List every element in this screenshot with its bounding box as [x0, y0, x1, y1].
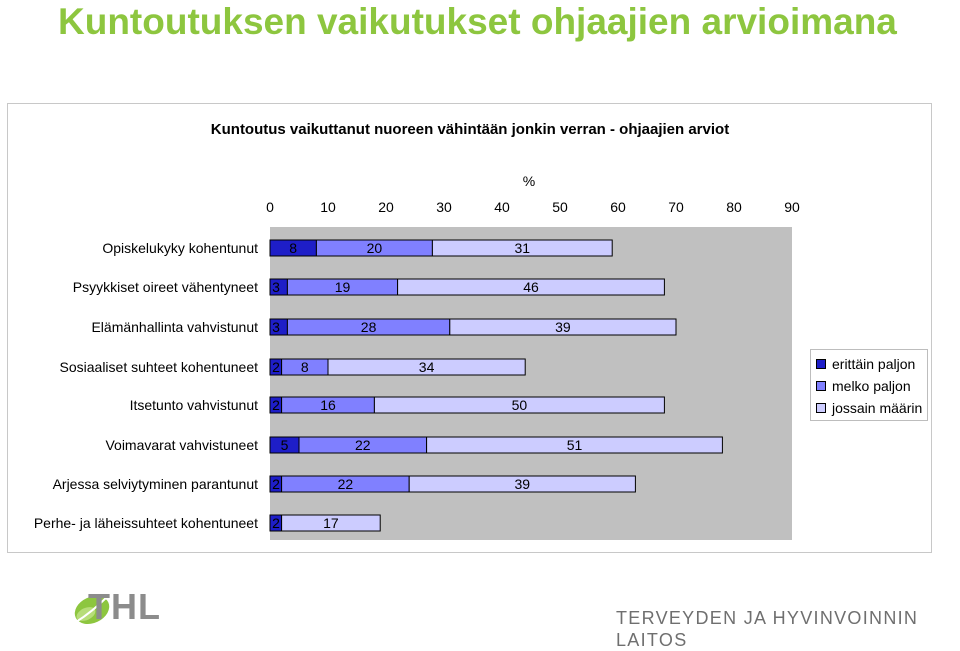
- data-label: 39: [555, 319, 571, 335]
- category-label: Sosiaaliset suhteet kohentuneet: [60, 359, 259, 375]
- footer-organization: TERVEYDEN JA HYVINVOINNIN LAITOS: [616, 608, 919, 650]
- legend-label: jossain määrin: [832, 400, 923, 416]
- data-label: 46: [523, 279, 539, 295]
- x-axis-label: %: [523, 173, 535, 189]
- legend-item: melko paljon: [816, 375, 927, 397]
- x-tick-label: 80: [726, 199, 742, 215]
- x-tick-label: 90: [784, 199, 800, 215]
- legend-label: erittäin paljon: [832, 356, 916, 372]
- legend-swatch-jossain-maarin: [816, 403, 826, 413]
- data-label: 31: [515, 240, 531, 256]
- data-label: 3: [272, 279, 280, 295]
- x-tick-label: 30: [436, 199, 452, 215]
- data-label: 19: [335, 279, 351, 295]
- x-tick-label: 70: [668, 199, 684, 215]
- legend-swatch-melko-paljon: [816, 381, 826, 391]
- category-label: Opiskelukyky kohentunut: [102, 240, 258, 256]
- bar-segment: [281, 514, 381, 532]
- category-label: Elämänhallinta vahvistunut: [91, 319, 258, 335]
- legend-item: erittäin paljon: [816, 353, 927, 375]
- x-axis-ticks: 0 10 20 30 40 50 60 70 80 90: [266, 199, 800, 215]
- bar-segment: [431, 239, 613, 257]
- legend-label: melko paljon: [832, 378, 911, 394]
- bar-segment: [373, 396, 665, 414]
- legend-item: jossain määrin: [816, 397, 927, 419]
- data-label: 17: [323, 515, 339, 531]
- x-tick-label: 60: [610, 199, 626, 215]
- data-label: 2: [272, 515, 280, 531]
- data-label: 28: [361, 319, 377, 335]
- data-label: 8: [301, 359, 309, 375]
- x-tick-label: 0: [266, 199, 274, 215]
- data-label: 50: [512, 397, 528, 413]
- x-tick-label: 20: [378, 199, 394, 215]
- x-tick-label: 50: [552, 199, 568, 215]
- data-label: 8: [289, 240, 297, 256]
- plot-area: [270, 227, 792, 540]
- x-tick-label: 40: [494, 199, 510, 215]
- legend-swatch-erittain-paljon: [816, 359, 826, 369]
- legend: erittäin paljon melko paljon jossain mää…: [810, 349, 928, 421]
- bar-rows: Opiskelukyky kohentunut 8 20 31 Psyykkiset o…: [34, 239, 723, 532]
- footer-brand: THL: [88, 586, 161, 627]
- data-label: 16: [320, 397, 336, 413]
- bar-segment: [408, 475, 636, 493]
- category-label: Itsetunto vahvistunut: [130, 397, 259, 413]
- data-label: 39: [515, 476, 531, 492]
- data-label: 5: [281, 437, 289, 453]
- bar-segment: [426, 436, 723, 454]
- x-tick-label: 10: [320, 199, 336, 215]
- data-label: 2: [272, 397, 280, 413]
- data-label: 22: [338, 476, 354, 492]
- data-label: 51: [567, 437, 583, 453]
- category-label: Arjessa selviytyminen parantunut: [53, 476, 259, 492]
- category-label: Perhe- ja läheissuhteet kohentuneet: [34, 515, 258, 531]
- category-label: Voimavarat vahvistuneet: [105, 437, 258, 453]
- category-label: Psyykkiset oireet vähentyneet: [73, 279, 258, 295]
- data-label: 20: [367, 240, 383, 256]
- bar-segment: [449, 318, 677, 336]
- data-label: 3: [272, 319, 280, 335]
- slide-title: Kuntoutuksen vaikutukset ohjaajien arvio…: [58, 1, 897, 42]
- data-label: 2: [272, 359, 280, 375]
- thl-logo-icon: [74, 595, 110, 625]
- data-label: 2: [272, 476, 280, 492]
- data-label: 34: [419, 359, 435, 375]
- chart-title: Kuntoutus vaikuttanut nuoreen vähintään …: [211, 121, 729, 138]
- bar-segment: [397, 278, 665, 296]
- bar-segment: [327, 358, 526, 376]
- data-label: 22: [355, 437, 371, 453]
